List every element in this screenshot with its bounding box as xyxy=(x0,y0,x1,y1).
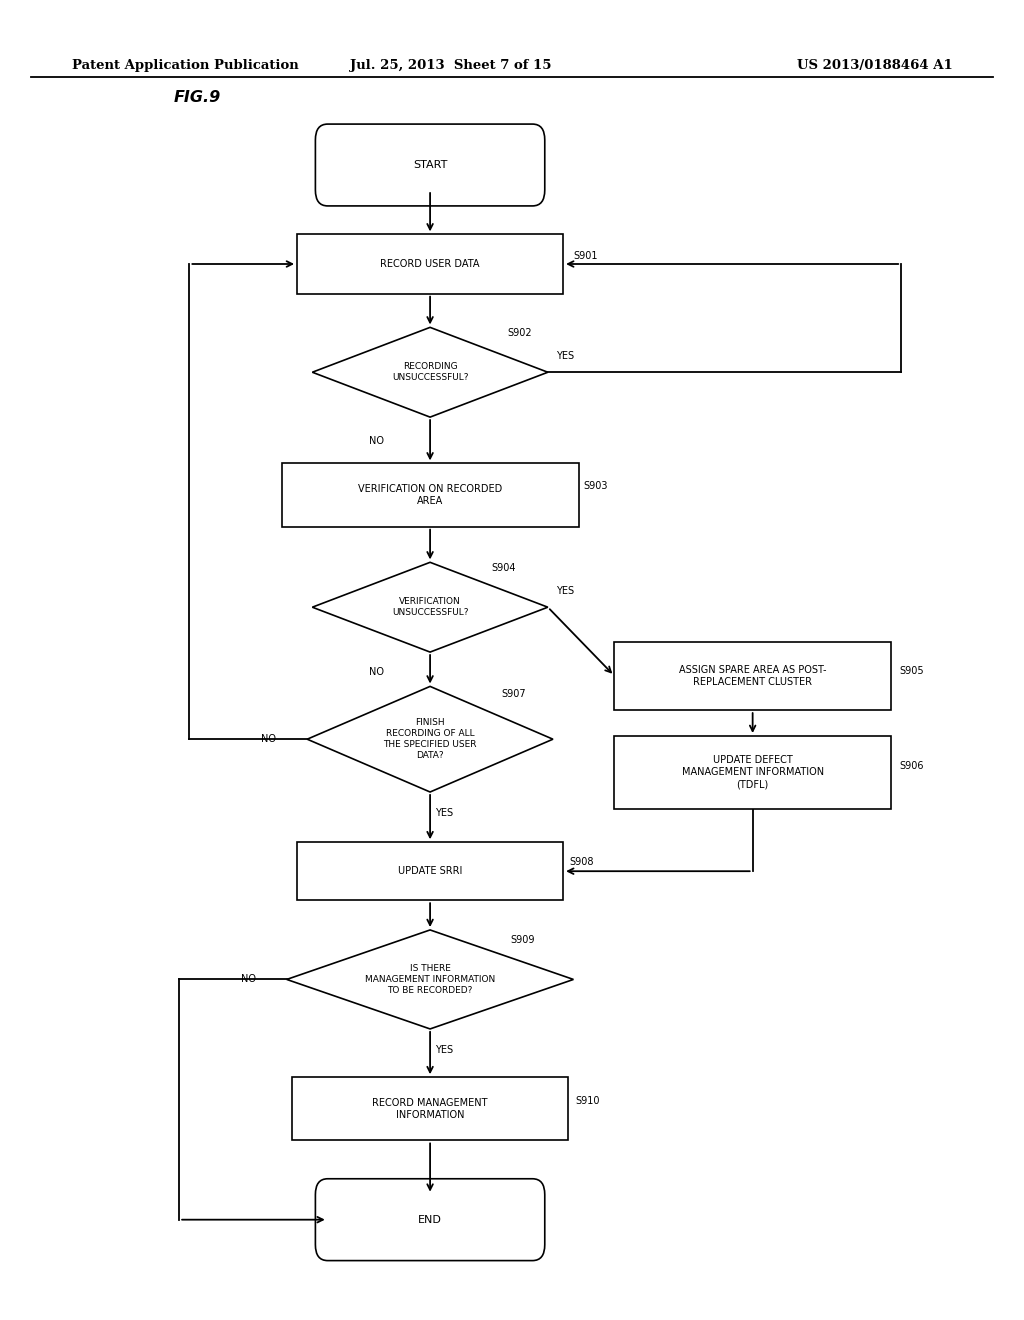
Text: NO: NO xyxy=(241,974,256,985)
Text: UPDATE DEFECT
MANAGEMENT INFORMATION
(TDFL): UPDATE DEFECT MANAGEMENT INFORMATION (TD… xyxy=(682,755,823,789)
Text: S902: S902 xyxy=(507,327,531,338)
Text: S908: S908 xyxy=(569,857,594,867)
Text: UPDATE SRRI: UPDATE SRRI xyxy=(398,866,462,876)
Text: END: END xyxy=(418,1214,442,1225)
Polygon shape xyxy=(307,686,553,792)
Text: S906: S906 xyxy=(899,760,924,771)
Text: VERIFICATION ON RECORDED
AREA: VERIFICATION ON RECORDED AREA xyxy=(358,484,502,506)
FancyBboxPatch shape xyxy=(315,1179,545,1261)
Polygon shape xyxy=(287,929,573,1030)
Polygon shape xyxy=(312,562,548,652)
Text: YES: YES xyxy=(556,586,574,597)
Text: RECORD MANAGEMENT
INFORMATION: RECORD MANAGEMENT INFORMATION xyxy=(373,1098,487,1119)
Text: RECORDING
UNSUCCESSFUL?: RECORDING UNSUCCESSFUL? xyxy=(392,362,468,383)
FancyBboxPatch shape xyxy=(614,737,891,808)
Text: FINISH
RECORDING OF ALL
THE SPECIFIED USER
DATA?: FINISH RECORDING OF ALL THE SPECIFIED US… xyxy=(383,718,477,760)
Text: Patent Application Publication: Patent Application Publication xyxy=(72,59,298,73)
Text: RECORD USER DATA: RECORD USER DATA xyxy=(380,259,480,269)
Text: YES: YES xyxy=(435,1045,454,1055)
Text: VERIFICATION
UNSUCCESSFUL?: VERIFICATION UNSUCCESSFUL? xyxy=(392,597,468,618)
FancyBboxPatch shape xyxy=(292,1077,568,1140)
Text: S905: S905 xyxy=(899,665,924,676)
Polygon shape xyxy=(312,327,548,417)
FancyBboxPatch shape xyxy=(297,842,563,900)
Text: S910: S910 xyxy=(575,1096,600,1106)
Text: S909: S909 xyxy=(510,935,535,945)
Text: US 2013/0188464 A1: US 2013/0188464 A1 xyxy=(797,59,952,73)
Text: NO: NO xyxy=(369,667,384,677)
FancyBboxPatch shape xyxy=(315,124,545,206)
Text: S903: S903 xyxy=(584,480,608,491)
Text: S907: S907 xyxy=(502,689,526,700)
Text: S904: S904 xyxy=(492,562,516,573)
Text: IS THERE
MANAGEMENT INFORMATION
TO BE RECORDED?: IS THERE MANAGEMENT INFORMATION TO BE RE… xyxy=(365,964,496,995)
FancyBboxPatch shape xyxy=(297,235,563,293)
Text: NO: NO xyxy=(261,734,276,744)
Text: YES: YES xyxy=(435,808,454,818)
Text: START: START xyxy=(413,160,447,170)
Text: FIG.9: FIG.9 xyxy=(174,90,221,106)
FancyBboxPatch shape xyxy=(614,642,891,710)
Text: S901: S901 xyxy=(573,251,598,261)
FancyBboxPatch shape xyxy=(282,463,579,527)
Text: Jul. 25, 2013  Sheet 7 of 15: Jul. 25, 2013 Sheet 7 of 15 xyxy=(350,59,551,73)
Text: ASSIGN SPARE AREA AS POST-
REPLACEMENT CLUSTER: ASSIGN SPARE AREA AS POST- REPLACEMENT C… xyxy=(679,665,826,686)
Text: YES: YES xyxy=(556,351,574,362)
Text: NO: NO xyxy=(369,436,384,446)
